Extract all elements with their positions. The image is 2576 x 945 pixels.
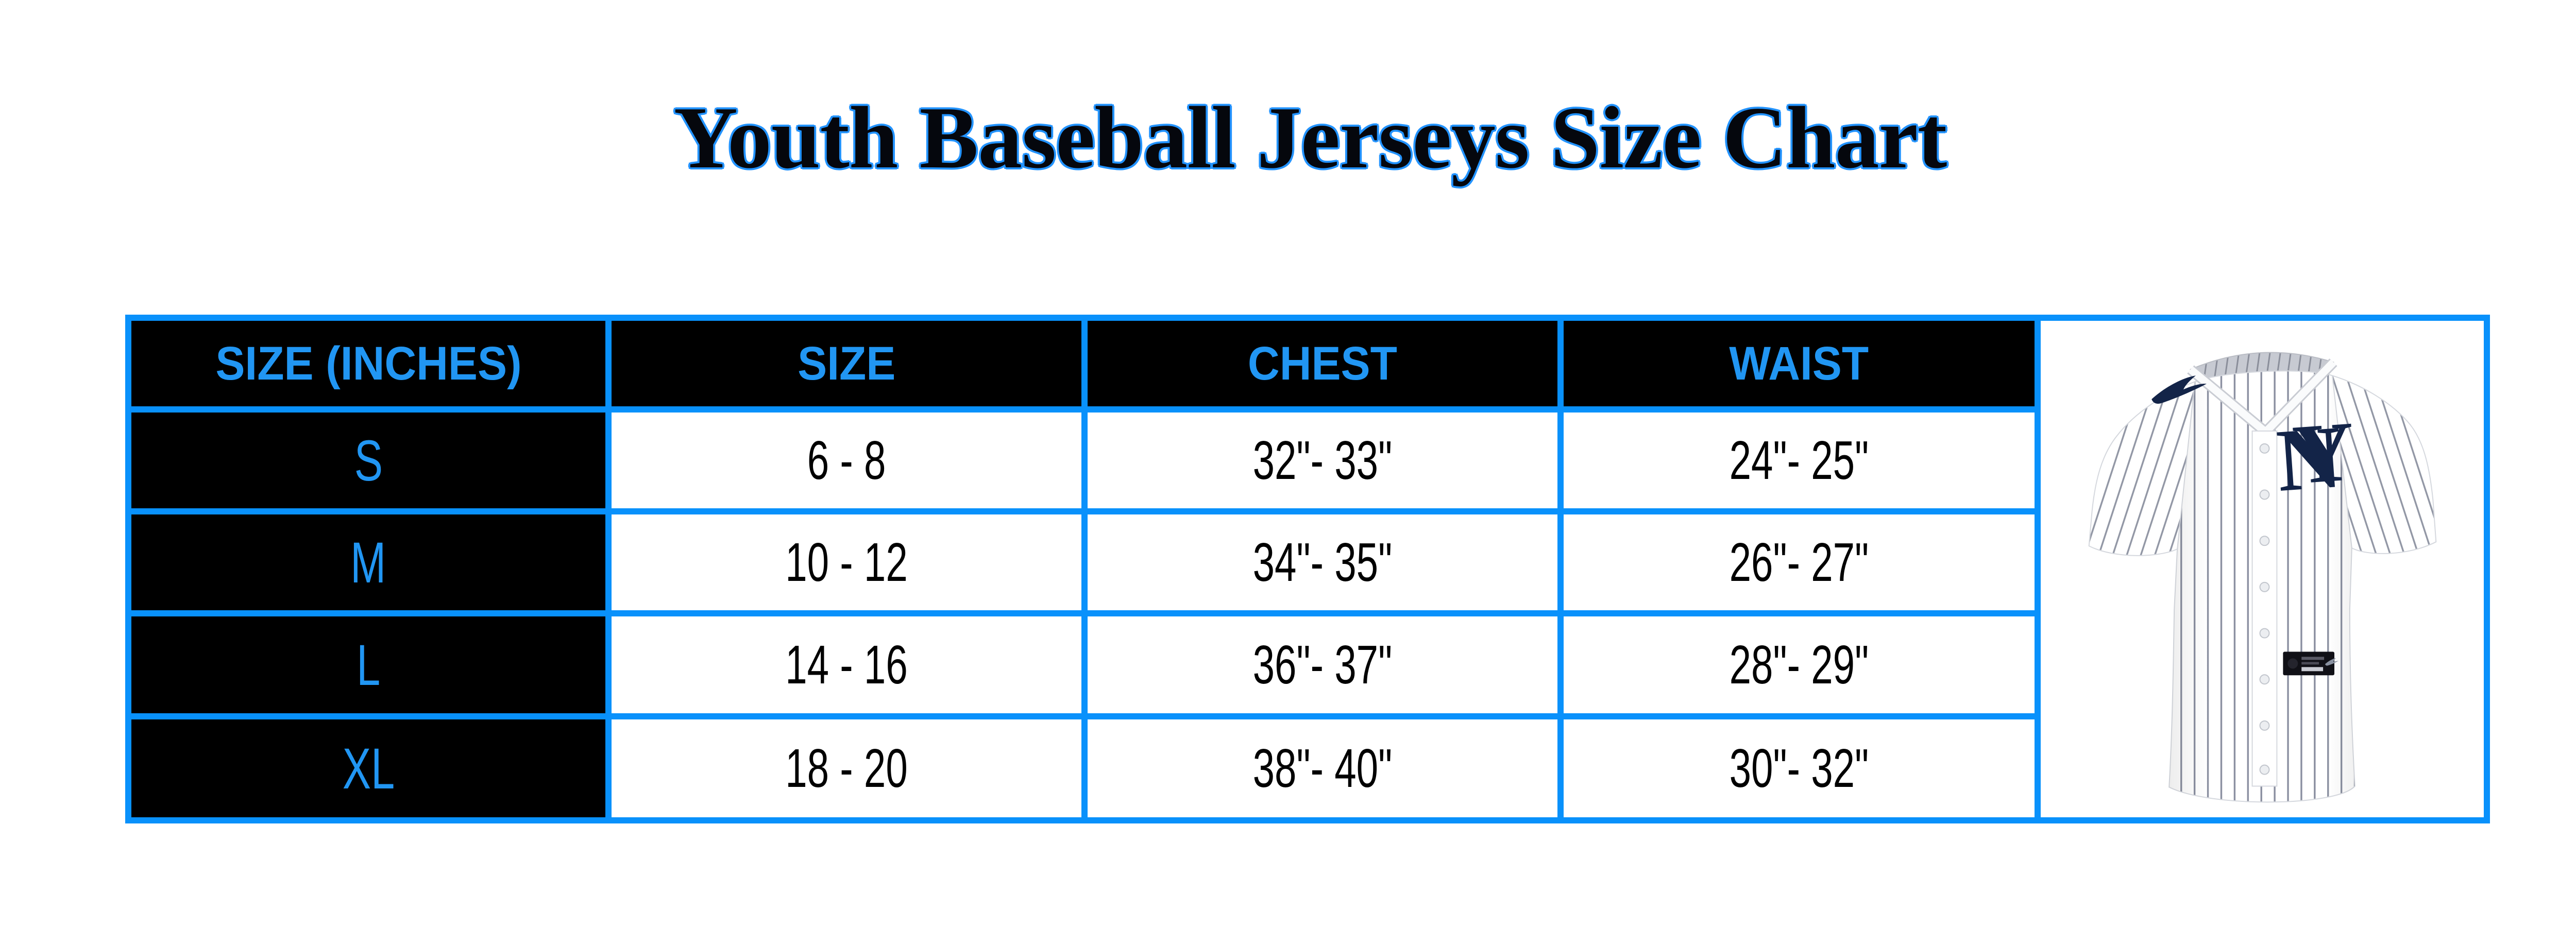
page-title: Youth Baseball Jerseys Size Chart (673, 89, 1947, 187)
table-row-l-waist-cell: 28"- 29" (1564, 616, 2035, 713)
table-row-xl-chest-cell: 38"- 40" (1088, 719, 1557, 817)
table-row-l-chest-cell: 36"- 37" (1088, 616, 1557, 713)
waist-value-s: 24"- 25" (1729, 429, 1869, 491)
jock-tag (2283, 651, 2338, 676)
waist-value-m: 26"- 27" (1729, 531, 1869, 593)
jersey-left-sleeve (2088, 381, 2195, 556)
size-label-m: M (350, 530, 386, 595)
nike-swoosh-icon (2151, 375, 2207, 404)
column-header-size-label: SIZE (797, 337, 896, 390)
size-label-s: S (354, 428, 383, 493)
table-row-m-chest-cell: 34"- 35" (1088, 514, 1557, 610)
ny-yankees-logo: N Y (2274, 404, 2358, 510)
table-row-s-waist-cell: 24"- 25" (1564, 413, 2035, 508)
chest-value-m: 34"- 35" (1252, 531, 1393, 593)
size-label-xl: XL (342, 736, 395, 801)
jersey-right-sleeve (2331, 374, 2437, 554)
size-value-xl: 18 - 20 (785, 737, 908, 799)
waist-value-l: 28"- 29" (1729, 634, 1869, 695)
table-row-l-size-cell: 14 - 16 (612, 616, 1081, 713)
pinstripe-jersey-image: N Y (2088, 352, 2437, 803)
chest-value-xl: 38"- 40" (1252, 737, 1393, 799)
size-value-l: 14 - 16 (785, 634, 908, 695)
size-label-l: L (356, 632, 381, 697)
chest-value-l: 36"- 37" (1252, 634, 1393, 695)
table-row-m-size-cell: 10 - 12 (612, 514, 1081, 610)
table-row-xl-size-cell: 18 - 20 (612, 719, 1081, 817)
table-row-s-label-cell: S (131, 413, 605, 508)
table-row-s-size-cell: 6 - 8 (612, 413, 1081, 508)
column-header-chest-label: CHEST (1248, 337, 1397, 390)
jersey-buttons (2259, 443, 2270, 775)
table-row-m-waist-cell: 26"- 27" (1564, 514, 2035, 610)
chest-value-s: 32"- 33" (1252, 429, 1393, 491)
table-row-xl-waist-cell: 30"- 32" (1564, 719, 2035, 817)
ny-logo-letter-n: N (2274, 407, 2345, 510)
table-row-l-label-cell: L (131, 616, 605, 713)
ny-logo-letter-y: Y (2290, 404, 2358, 502)
size-value-s: 6 - 8 (807, 429, 886, 491)
table-row-m-label-cell: M (131, 514, 605, 610)
waist-value-xl: 30"- 32" (1729, 737, 1869, 799)
size-chart-table: SIZE (INCHES) SIZE CHEST WAIST S 6 - 8 3… (125, 315, 2490, 823)
column-header-size-inches: SIZE (INCHES) (131, 321, 605, 406)
jersey-image-panel: N Y (2041, 321, 2484, 817)
column-header-size-inches-label: SIZE (INCHES) (215, 337, 522, 390)
table-row-s-chest-cell: 32"- 33" (1088, 413, 1557, 508)
size-value-m: 10 - 12 (785, 531, 908, 593)
table-row-xl-label-cell: XL (131, 719, 605, 817)
column-header-waist: WAIST (1564, 321, 2035, 406)
column-header-chest: CHEST (1088, 321, 1557, 406)
jersey-placket (2187, 358, 2337, 787)
column-header-size: SIZE (612, 321, 1081, 406)
column-header-waist-label: WAIST (1729, 337, 1869, 390)
